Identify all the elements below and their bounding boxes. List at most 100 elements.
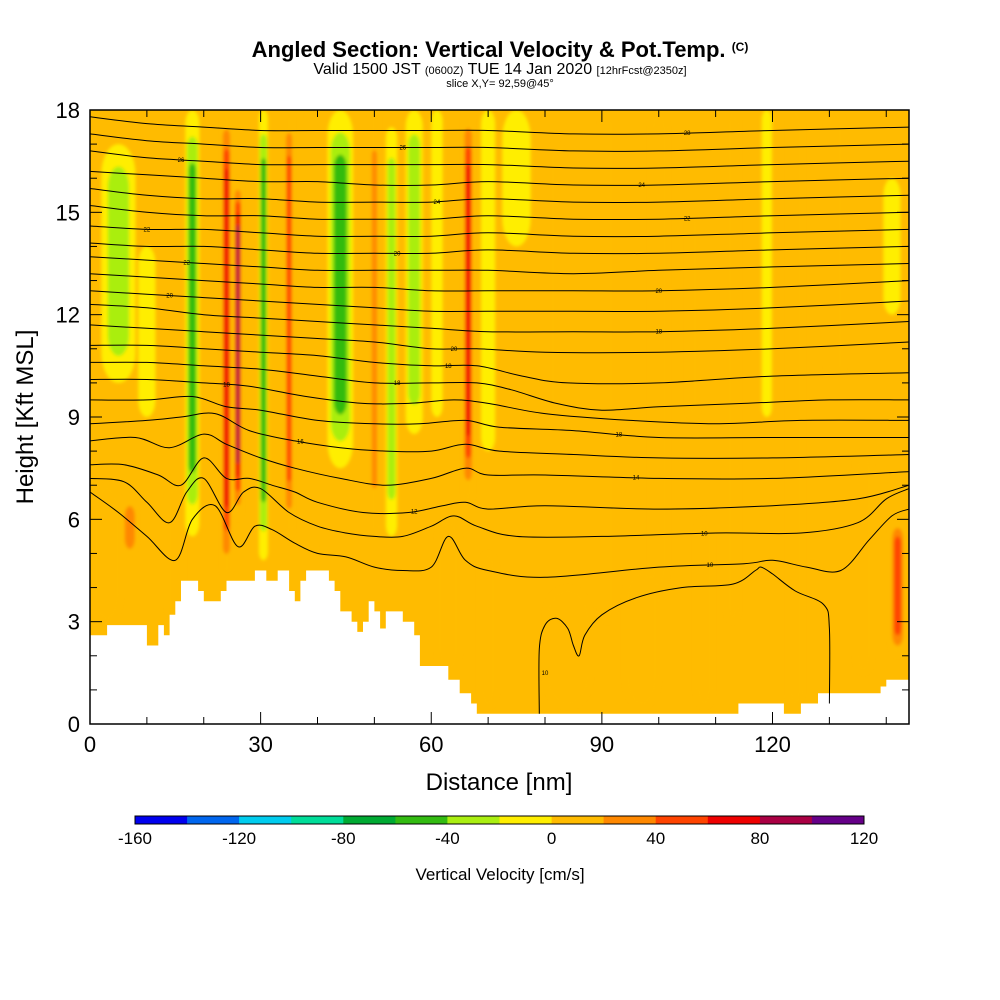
velocity-band [370,110,379,537]
velocity-band [166,485,184,622]
title-unit: (C) [731,40,749,54]
velocity-band [502,110,531,247]
isentrope-line [90,225,909,238]
velocity-band [761,110,772,417]
velocity-band [479,553,497,707]
isentrope-line [90,273,909,292]
plot-area: 10 10 12 14 16 18 18 18 18 20 18 20 20 22 20 22 22 24 24 26… [90,110,909,724]
colorbar-tick-label: -80 [331,829,356,848]
isentrope-label: 18 [616,432,623,438]
velocity-cell [387,157,396,500]
velocity-cell [502,110,531,247]
velocity-cell [549,144,564,417]
colorbar-swatch [447,816,500,824]
velocity-cell [726,110,739,622]
velocity-band [549,144,564,417]
velocity-band [307,110,316,554]
colorbar-tick-label: 80 [750,829,769,848]
isentrope-label: 18 [445,364,452,370]
isentrope-label: 24 [638,183,645,189]
x-axis-label: Distance [nm] [426,769,573,796]
isentrope-label: 20 [655,289,662,295]
y-tick-label: 18 [56,98,80,123]
velocity-cell [260,158,267,503]
colorbar-swatch [135,816,188,824]
velocity-band [624,570,659,707]
isentrope-label: 22 [183,261,190,267]
isentrope-line [90,133,909,152]
velocity-band [726,110,739,622]
isentrope-label: 26 [178,158,185,164]
velocity-cell [894,536,902,636]
isentrope-label: 24 [434,200,441,206]
velocity-cell [479,553,497,707]
velocity-band [185,110,200,537]
isentrope-line [90,491,909,578]
colorbar-tick-label: 40 [646,829,665,848]
isentrope-line [90,170,909,186]
velocity-band [687,212,699,417]
isentrope-contours: 10 10 12 14 16 18 18 18 18 20 18 20 20 22 20 22 22 24 24 26… [90,116,909,714]
velocity-cell [307,110,316,554]
velocity-band [405,110,423,435]
velocity-band [327,110,354,469]
velocity-band [234,178,242,520]
valid-date: TUE 14 Jan 2020 [467,61,593,78]
colorbar-label: Vertical Velocity [cm/s] [415,865,584,884]
velocity-cell [431,110,443,417]
isentrope-line [90,303,909,333]
colorbar-tick-label: 0 [547,829,556,848]
velocity-cell [188,163,196,473]
velocity-band [258,110,268,561]
isentrope-line [90,477,909,538]
isentrope-label: 22 [684,216,691,222]
velocity-band [600,110,615,622]
velocity-cell [124,506,135,549]
velocity-band [222,110,231,578]
velocity-band [385,127,398,537]
colorbar-swatch [759,816,813,824]
isentrope-label: 10 [701,531,708,537]
colorbar-swatch [395,816,448,824]
isentrope-label: 20 [394,251,401,257]
y-tick-label: 3 [68,610,80,635]
velocity-band [545,587,591,707]
isentrope-line [90,378,909,425]
isentrope-line [90,256,909,275]
velocity-cell [624,570,659,707]
velocity-band [431,110,443,417]
velocity-band [481,110,496,452]
isentrope-line [90,344,909,385]
isentrope-label: 18 [223,383,230,389]
isentrope-line [90,433,909,486]
y-tick-label: 15 [56,200,80,225]
isentrope-line [90,188,909,204]
isentrope-label: 16 [297,440,304,446]
velocity-cell [695,519,713,707]
isentrope-label: 18 [394,381,401,387]
velocity-cell [481,110,496,452]
isentrope-line [90,150,909,169]
velocity-cell [224,168,229,508]
velocity-cell [466,165,471,437]
velocity-cell [92,485,122,622]
velocity-band [285,110,293,537]
x-tick-label: 90 [590,732,614,757]
velocity-cell [371,150,377,489]
isentrope-label: 18 [655,330,662,336]
isentrope-label: 14 [633,476,640,482]
velocity-band [788,110,803,707]
y-axis-label: Height [Kft MSL] [12,330,39,505]
velocity-band [436,519,460,673]
y-tick-label: 9 [68,405,80,430]
isentrope-label: 12 [411,509,418,515]
isentrope-line [90,290,909,313]
velocity-cell [436,519,460,673]
isentrope-line [90,457,909,515]
velocity-cell [107,166,130,356]
velocity-cell [855,451,873,673]
y-tick-label: 0 [68,712,80,737]
velocity-field [92,110,905,707]
isentrope-line [90,116,909,135]
